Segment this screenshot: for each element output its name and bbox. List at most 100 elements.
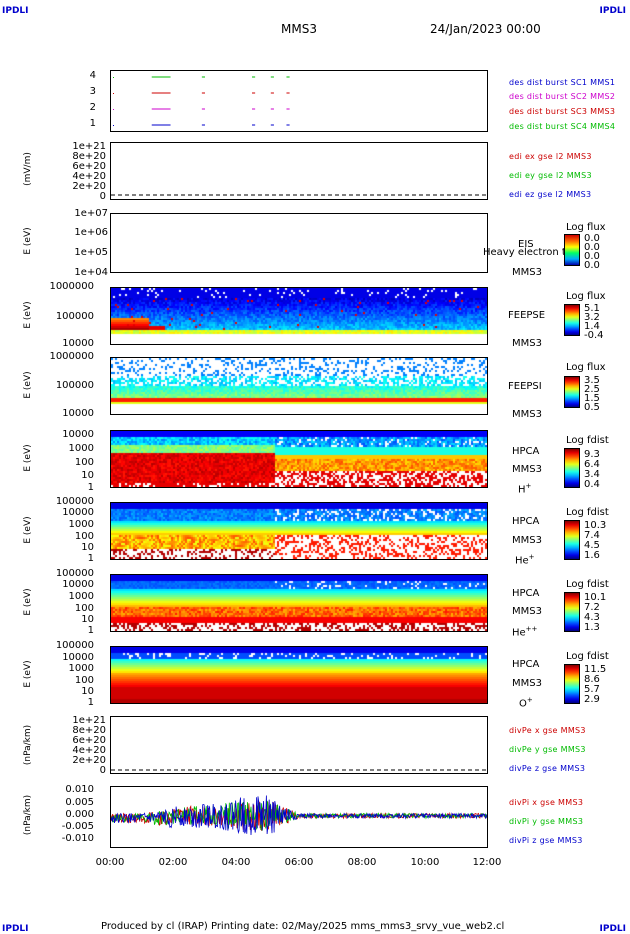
spacecraft-label: MMS3 — [512, 267, 542, 278]
burst-interval — [113, 109, 114, 110]
colorbar-tick: 5.1 — [584, 303, 600, 314]
species-label: H+ — [518, 482, 532, 496]
colorbar-tick: 0.0 — [584, 242, 600, 253]
y-tick: 10 — [81, 614, 94, 625]
colorbar-tick: 2.5 — [584, 384, 600, 395]
y-tick: 0.010 — [65, 784, 94, 795]
y-tick: 2e+20 — [72, 755, 106, 766]
species-label: He++ — [512, 625, 538, 639]
legend-entry: divPi y gse MMS3 — [509, 817, 584, 826]
y-tick: 1000 — [68, 443, 94, 454]
hpca-he-spectrogram — [111, 503, 487, 559]
burst-interval — [113, 93, 114, 94]
colorbar — [564, 592, 580, 632]
y-tick: -0.010 — [61, 833, 94, 844]
overlay-label: Heavy electron tof — [483, 247, 576, 258]
y-tick: 1 — [87, 553, 94, 564]
divpi-plot — [110, 795, 488, 836]
y-tick: 1000 — [68, 591, 94, 602]
instrument-label: HPCA — [512, 516, 540, 527]
colorbar-tick: 0.0 — [584, 260, 600, 271]
eis-panel — [110, 213, 488, 273]
instrument-label: HPCA — [512, 659, 540, 670]
colorbar — [564, 376, 580, 408]
y-tick: 6e+20 — [72, 161, 106, 172]
colorbar-title: Log fdist — [566, 435, 609, 446]
y-tick: 100000 — [55, 380, 94, 391]
colorbar-title: Log fdist — [566, 579, 609, 590]
colorbar-title: Log flux — [566, 291, 606, 302]
y-tick: 10000 — [62, 579, 94, 590]
y-tick: 1000000 — [49, 281, 94, 292]
colorbar-tick: 11.5 — [584, 664, 607, 675]
x-tick: 02:00 — [158, 857, 188, 868]
y-axis-title: E (eV) — [23, 588, 33, 616]
y-tick: 10 — [81, 542, 94, 553]
y-axis-title: E (eV) — [23, 227, 33, 255]
y-tick: 10000 — [62, 429, 94, 440]
y-axis-title: (nPa/km) — [23, 724, 33, 766]
y-tick: 1e+21 — [72, 715, 106, 726]
hpca-h-spectrogram — [111, 431, 487, 487]
legend-entry: des dist burst SC2 MMS2 — [509, 92, 616, 101]
x-tick: 04:00 — [221, 857, 251, 868]
footer-text: Produced by cl (IRAP) Printing date: 02/… — [101, 921, 505, 932]
colorbar — [564, 664, 580, 704]
y-tick: 10000 — [62, 652, 94, 663]
y-tick: 8e+20 — [72, 151, 106, 162]
y-tick: 100000 — [55, 568, 94, 579]
colorbar-tick: 1.6 — [584, 550, 600, 561]
y-tick: 1 — [87, 482, 94, 493]
spacecraft-label: MMS3 — [512, 409, 542, 420]
colorbar-title: Log flux — [566, 222, 606, 233]
y-tick: 100000 — [55, 496, 94, 507]
colorbar-tick: 3.5 — [584, 375, 600, 386]
y-tick: 1e+06 — [74, 227, 108, 238]
legend-entry: edi ez gse l2 MMS3 — [509, 190, 592, 199]
colorbar-tick: 6.4 — [584, 459, 600, 470]
hpca-h-panel — [110, 430, 488, 488]
y-axis-title: E (eV) — [23, 516, 33, 544]
colorbar-tick: 3.2 — [584, 312, 600, 323]
species-label: O+ — [519, 696, 533, 710]
x-tick: 12:00 — [472, 857, 502, 868]
legend-entry: edi ey gse l2 MMS3 — [509, 171, 592, 180]
legend-entry: divPe y gse MMS3 — [509, 745, 586, 754]
y-tick: 10000 — [62, 338, 94, 349]
x-tick: 00:00 — [95, 857, 125, 868]
y-tick: 1000000 — [49, 351, 94, 362]
y-tick: 1000 — [68, 519, 94, 530]
species-label: He+ — [515, 553, 535, 567]
y-tick: 4e+20 — [72, 745, 106, 756]
y-tick: 1 — [87, 697, 94, 708]
y-axis-title: (mV/m) — [23, 152, 33, 186]
y-tick: 1 — [87, 625, 94, 636]
legend-entry: divPe z gse MMS3 — [509, 764, 586, 773]
burst-interval — [113, 77, 114, 78]
y-tick: 1 — [89, 118, 96, 129]
page-title: MMS3 — [281, 22, 317, 36]
y-tick: 100 — [74, 531, 94, 542]
y-axis-title: (nPa/km) — [23, 794, 33, 836]
edi-panel — [110, 142, 488, 200]
colorbar-tick: 1.4 — [584, 321, 600, 332]
colorbar — [564, 448, 580, 488]
spacecraft-label: MMS3 — [512, 338, 542, 349]
y-tick: 8e+20 — [72, 725, 106, 736]
y-tick: 0 — [99, 765, 106, 776]
divpe-panel — [110, 716, 488, 774]
y-tick: 10000 — [62, 507, 94, 518]
colorbar-tick: 0.4 — [584, 479, 600, 490]
colorbar-tick: 3.4 — [584, 469, 600, 480]
y-tick: 0.000 — [65, 809, 94, 820]
y-tick: 2 — [89, 102, 96, 113]
y-tick: 0 — [99, 191, 106, 202]
x-tick: 10:00 — [410, 857, 440, 868]
instrument-label: FEEPSE — [508, 310, 546, 321]
colorbar-tick: 0.5 — [584, 402, 600, 413]
date-label: 24/Jan/2023 00:00 — [430, 22, 541, 36]
instrument-label: HPCA — [512, 446, 540, 457]
colorbar-title: Log fdist — [566, 651, 609, 662]
y-tick: 6e+20 — [72, 735, 106, 746]
divpi-panel — [110, 786, 488, 848]
